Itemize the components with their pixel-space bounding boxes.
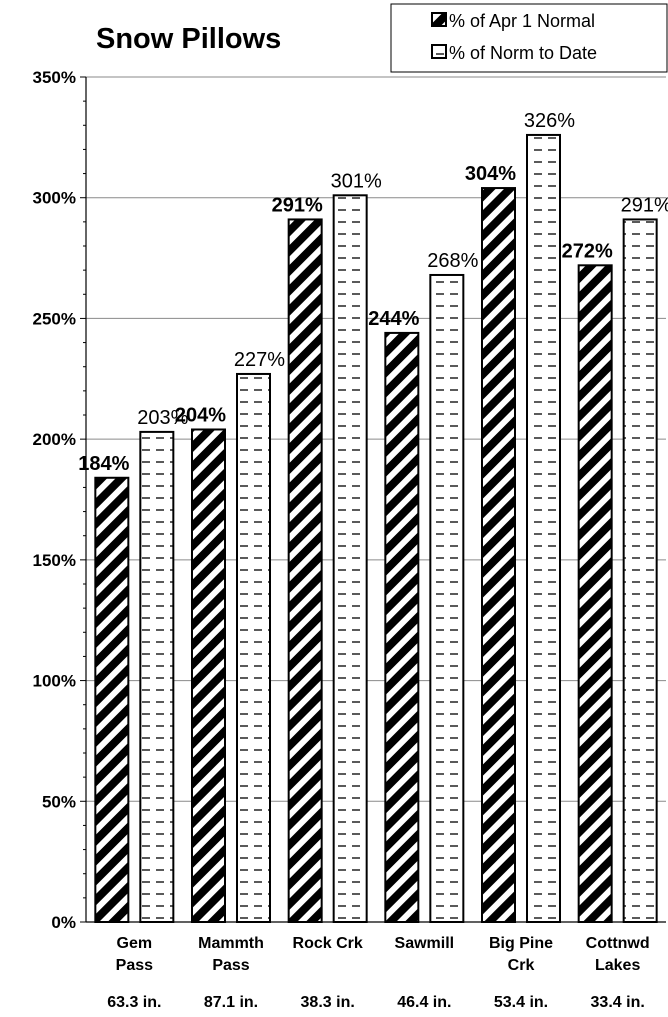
y-tick-label: 0%: [51, 913, 76, 932]
legend-label-to-date: % of Norm to Date: [449, 43, 597, 63]
data-label-apr1: 244%: [368, 308, 419, 330]
y-tick-label: 150%: [33, 551, 76, 570]
gridlines: [86, 76, 666, 802]
y-tick-label: 200%: [33, 430, 76, 449]
y-tick-label: 250%: [33, 309, 76, 328]
x-category-label: Sawmill: [395, 935, 455, 952]
x-category-label: Big Pine: [489, 935, 553, 952]
data-label-to-date: 291%: [621, 194, 668, 216]
legend-label-apr1: % of Apr 1 Normal: [449, 11, 595, 31]
x-sub-label: 38.3 in.: [301, 994, 355, 1011]
bar-apr1-normal: [94, 476, 130, 923]
data-label-to-date: 203%: [137, 407, 188, 429]
data-label-to-date: 227%: [234, 349, 285, 371]
data-label-apr1: 304%: [465, 163, 516, 185]
x-category-label: Cottnwd: [586, 935, 650, 952]
bar-apr1-normal: [577, 264, 613, 924]
x-category-label: Rock Crk: [293, 935, 363, 952]
data-label-apr1: 204%: [175, 404, 226, 426]
x-category-label: Lakes: [595, 957, 640, 974]
data-labels: 184% 203%204% 227% 291% 301% 244% 268% 304% 326%…: [78, 110, 668, 475]
x-category-label: Pass: [212, 957, 249, 974]
data-label-to-date: 326%: [524, 110, 575, 132]
y-tick-label: 100%: [33, 672, 76, 691]
x-sub-label: 46.4 in.: [397, 994, 451, 1011]
bar-apr1-normal: [481, 187, 516, 924]
legend-swatch-apr1: [431, 12, 447, 27]
bar-apr1-normal: [191, 428, 226, 923]
bar-norm-to-date: [139, 430, 175, 923]
bar-apr1-normal: [384, 331, 420, 923]
bar-norm-to-date: [526, 133, 561, 923]
category-labels: Gem Pass 63.3 in. Mammth Pass 87.1 in. Rock Cr…: [107, 935, 649, 1011]
x-sub-label: 63.3 in.: [107, 994, 161, 1011]
data-label-to-date: 268%: [427, 250, 478, 272]
x-category-label: Crk: [508, 957, 535, 974]
x-category-label: Mammth: [198, 935, 264, 952]
legend-swatch-to-date: [431, 44, 447, 59]
x-sub-label: 87.1 in.: [204, 994, 258, 1011]
data-label-apr1: 272%: [562, 240, 613, 262]
x-category-label: Gem: [117, 935, 153, 952]
x-category-label: Pass: [116, 957, 153, 974]
axes: 0% 50% 100% 150% 200% 250% 300% 350%: [33, 68, 666, 932]
x-sub-label: 33.4 in.: [591, 994, 645, 1011]
data-label-to-date: 301%: [331, 170, 382, 192]
bar-norm-to-date: [236, 372, 271, 923]
bar-norm-to-date: [429, 273, 465, 923]
y-tick-label: 50%: [42, 792, 76, 811]
bar-norm-to-date: [622, 218, 658, 923]
bar-apr1-normal: [287, 218, 323, 923]
y-tick-label: 350%: [33, 68, 76, 87]
legend: % of Apr 1 Normal % of Norm to Date: [390, 3, 668, 73]
chart-title: Snow Pillows: [96, 23, 281, 55]
bar-norm-to-date: [332, 194, 368, 924]
y-tick-label: 300%: [33, 189, 76, 208]
data-label-apr1: 184%: [78, 453, 129, 475]
bars: [94, 133, 658, 924]
data-label-apr1: 291%: [272, 194, 323, 216]
x-sub-label: 53.4 in.: [494, 994, 548, 1011]
